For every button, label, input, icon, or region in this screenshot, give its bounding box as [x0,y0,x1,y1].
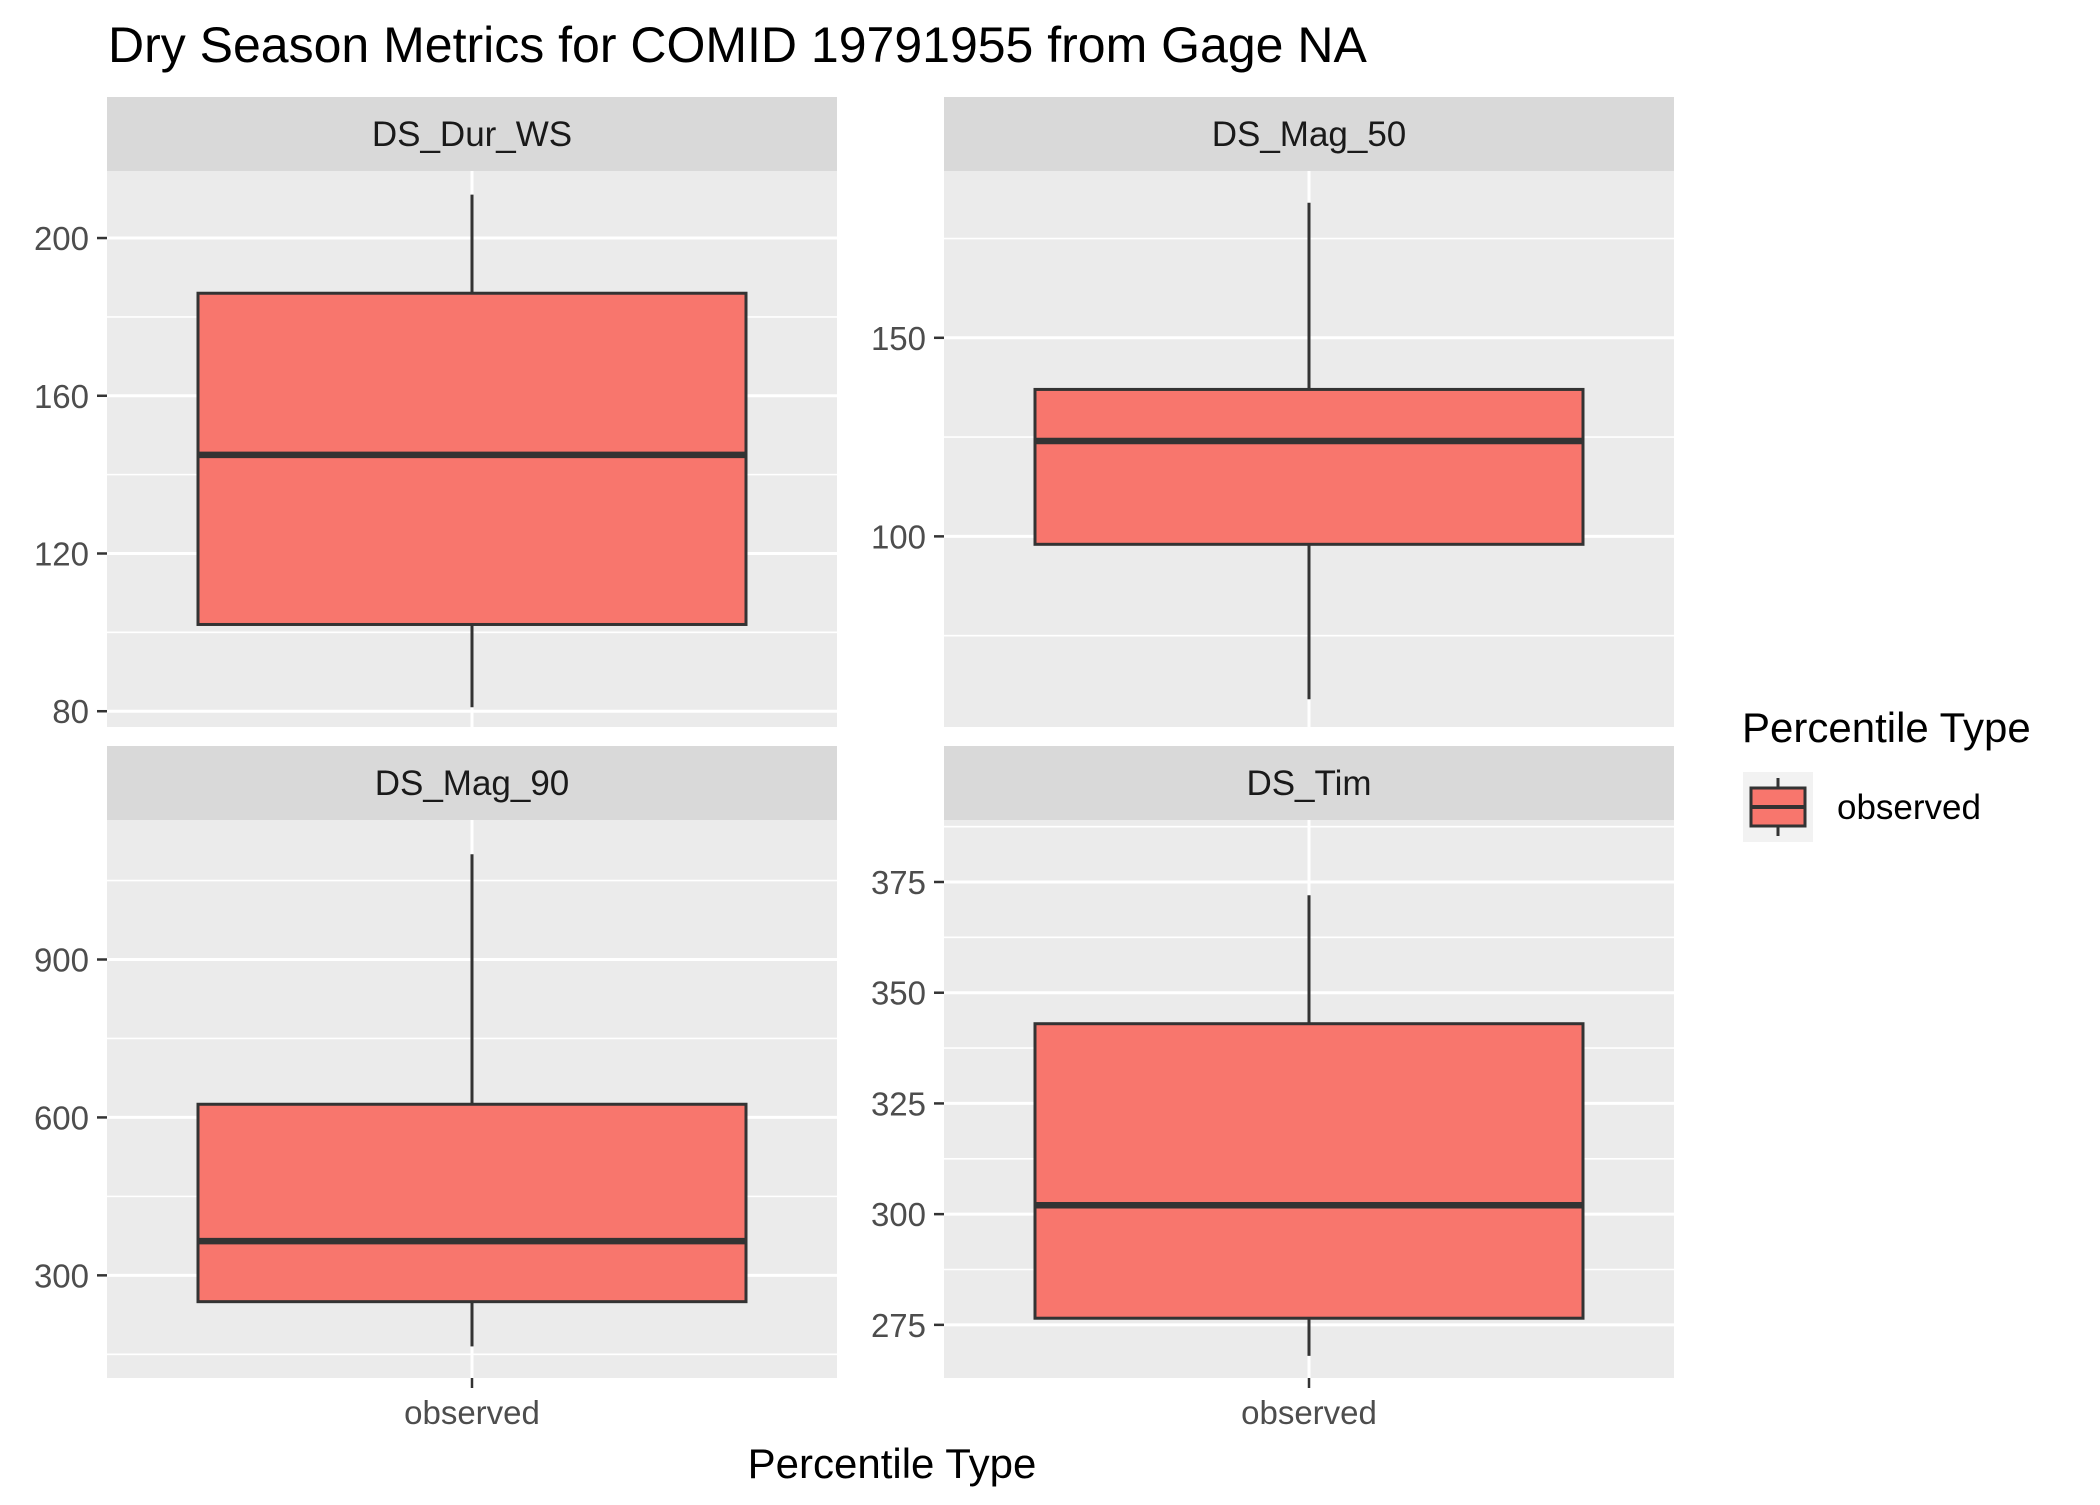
x-axis-title: Percentile Type [748,1440,1037,1487]
y-tick-label: 200 [34,220,89,257]
facet-strip [107,97,837,171]
facet-strip-label: DS_Mag_50 [1212,115,1407,154]
facet-strip-label: DS_Tim [1246,764,1371,803]
facet-DS_Mag_50: DS_Mag_50 100 150 [871,97,1674,727]
box [196,291,748,626]
y-tick-label: 600 [34,1099,89,1136]
facet-DS_Dur_WS: DS_Dur_WS 80 120 160 200 [34,97,837,730]
box [196,1102,748,1304]
box [1033,1022,1585,1320]
facet-strip [944,746,1674,820]
facet-DS_Tim: DS_Tim 275 300 325 350 375 observed [871,746,1674,1431]
facet-DS_Mag_90: DS_Mag_90 300 600 900 observed [34,746,837,1431]
y-tick-label: 80 [52,693,89,730]
facet-strip-label: DS_Dur_WS [372,115,572,154]
y-tick-label: 375 [871,864,926,901]
y-tick-label: 275 [871,1307,926,1344]
chart-title: Dry Season Metrics for COMID 19791955 fr… [108,17,1367,73]
y-tick-label: 160 [34,378,89,415]
y-tick-label: 900 [34,942,89,979]
x-tick-label: observed [404,1394,540,1431]
y-tick-label: 150 [871,320,926,357]
facet-strip [944,97,1674,171]
y-tick-label: 325 [871,1085,926,1122]
box [1033,387,1585,546]
legend: Percentile Type observed [1742,704,2031,842]
legend-title: Percentile Type [1742,704,2031,751]
facets-layer: DS_Dur_WS80120160200DS_Mag_50100150DS_Ma… [34,97,1674,1431]
y-tick-label: 120 [34,535,89,572]
y-tick-label: 100 [871,518,926,555]
y-tick-label: 300 [34,1257,89,1294]
y-tick-label: 300 [871,1196,926,1233]
y-tick-label: 350 [871,975,926,1012]
facet-strip-label: DS_Mag_90 [375,764,570,803]
x-tick-label: observed [1241,1394,1377,1431]
facet-strip [107,746,837,820]
legend-label: observed [1837,788,1981,827]
